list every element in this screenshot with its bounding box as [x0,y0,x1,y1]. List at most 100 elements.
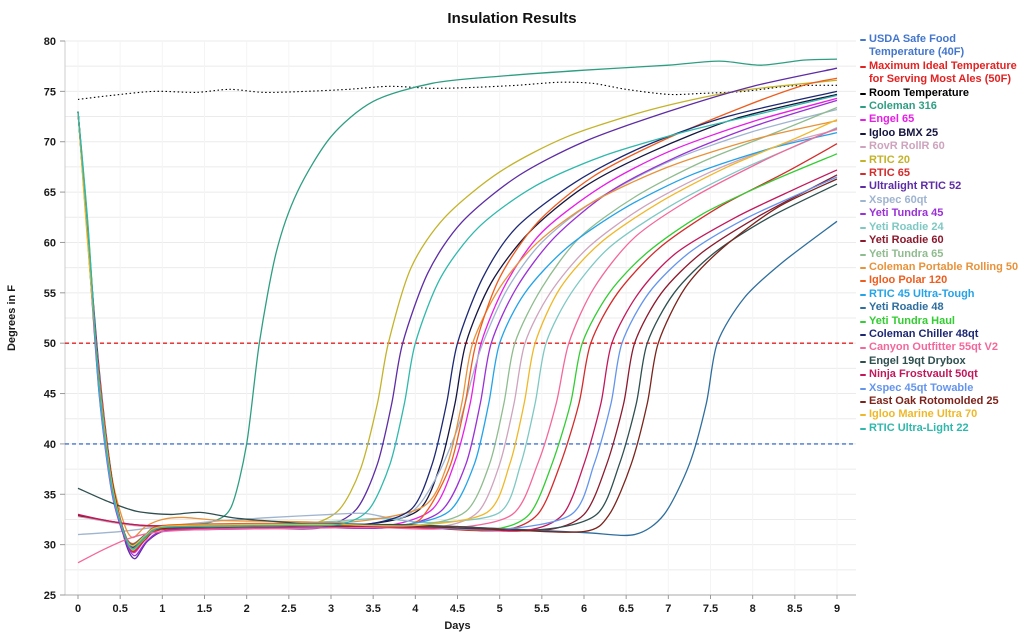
legend-label: Maximum Ideal Temperature for Serving Mo… [869,59,1017,86]
legend-line-swatch [860,266,866,269]
legend-line-swatch [860,293,866,296]
legend-line-swatch [860,226,866,229]
legend-line-swatch [860,119,866,122]
legend-item-coleman-chiller-48qt[interactable]: Coleman Chiller 48qt [860,328,1022,341]
legend-item-rtic-20[interactable]: RTIC 20 [860,154,1022,167]
legend-item-ninja-frostvault-50qt[interactable]: Ninja Frostvault 50qt [860,368,1022,381]
legend-item-yeti-tundra-45[interactable]: Yeti Tundra 45 [860,207,1022,220]
x-tick-label: 4.5 [450,603,465,615]
legend-line-swatch [860,307,866,310]
legend-label: RovR RollR 60 [869,140,945,153]
legend-label: Igloo Marine Ultra 70 [869,408,978,421]
legend-label: RTIC 65 [869,167,910,180]
legend-line-swatch [860,427,866,430]
legend-line-swatch [860,240,866,243]
x-tick-label: 3 [328,603,334,615]
legend-item-room-temperature[interactable]: Room Temperature [860,87,1022,100]
x-tick-label: 9 [834,603,840,615]
y-tick-label: 30 [44,540,56,552]
legend-line-swatch [860,400,866,403]
legend-item-igloo-marine-ultra-70[interactable]: Igloo Marine Ultra 70 [860,408,1022,421]
x-tick-label: 8.5 [787,603,802,615]
legend-label: Xspec 45qt Towable [869,381,974,394]
legend-item-yeti-tundra-65[interactable]: Yeti Tundra 65 [860,248,1022,261]
legend-line-swatch [860,374,866,377]
legend-item-yeti-roadie-48[interactable]: Yeti Roadie 48 [860,301,1022,314]
legend-item-xspec-60qt[interactable]: Xspec 60qt [860,194,1022,207]
legend-item-yeti-roadie-60[interactable]: Yeti Roadie 60 [860,234,1022,247]
legend-item-rtic-65[interactable]: RTIC 65 [860,167,1022,180]
x-axis-title: Days [444,620,470,632]
y-tick-label: 50 [44,338,56,350]
x-tick-label: 6 [581,603,587,615]
legend-line-swatch [860,159,866,162]
x-tick-label: 5.5 [534,603,549,615]
legend-label: USDA Safe Food Temperature (40F) [869,33,965,59]
legend-line-swatch [860,132,866,135]
series-line-rtic-ultra-light-22 [77,94,838,550]
legend-line-swatch [860,320,866,323]
legend-item-east-oak-rotomolded-25[interactable]: East Oak Rotomolded 25 [860,395,1022,408]
legend-item-maximum-ideal-temperature-for-serving-most-ales-50f-[interactable]: Maximum Ideal Temperature for Serving Mo… [860,60,1022,87]
legend-line-swatch [860,387,866,390]
legend-label: RTIC 45 Ultra-Tough [869,287,975,300]
x-tick-label: 2.5 [281,603,296,615]
y-tick-label: 55 [44,288,56,300]
legend-line-swatch [860,213,866,216]
legend-line-swatch [860,414,866,417]
y-tick-label: 60 [44,237,56,249]
legend-item-igloo-polar-120[interactable]: Igloo Polar 120 [860,274,1022,287]
legend-label: Ultralight RTIC 52 [869,180,962,193]
legend-line-swatch [860,333,866,336]
legend-item-rtic-ultra-light-22[interactable]: RTIC Ultra-Light 22 [860,422,1022,435]
x-tick-label: 6.5 [619,603,634,615]
legend-item-yeti-tundra-haul[interactable]: Yeti Tundra Haul [860,315,1022,328]
legend-label: Engel 65 [869,113,915,126]
legend-item-engel-19qt-drybox[interactable]: Engel 19qt Drybox [860,355,1022,368]
legend-label: Yeti Tundra Haul [869,314,955,327]
legend-item-coleman-316[interactable]: Coleman 316 [860,100,1022,113]
chart-title: Insulation Results [447,10,577,27]
legend-label: Canyon Outfitter 55qt V2 [869,341,998,354]
legend-item-canyon-outfitter-55qt-v2[interactable]: Canyon Outfitter 55qt V2 [860,341,1022,354]
legend-label: Room Temperature [869,86,970,99]
y-tick-label: 45 [44,389,56,401]
legend-item-usda-safe-food-temperature-40f-[interactable]: USDA Safe Food Temperature (40F) [860,33,1022,60]
legend-item-engel-65[interactable]: Engel 65 [860,113,1022,126]
legend-item-rovr-rollr-60[interactable]: RovR RollR 60 [860,140,1022,153]
legend-label: Yeti Tundra 45 [869,207,944,220]
legend-label: Yeti Tundra 65 [869,247,944,260]
legend-line-swatch [860,65,866,68]
legend-line-swatch [860,106,866,109]
legend-label: Coleman 316 [869,100,937,113]
x-tick-label: 5 [497,603,503,615]
y-tick-label: 70 [44,137,56,149]
x-tick-label: 2 [244,603,250,615]
x-tick-label: 3.5 [366,603,381,615]
x-tick-label: 4 [412,603,419,615]
x-tick-label: 7.5 [703,603,718,615]
legend-item-rtic-45-ultra-tough[interactable]: RTIC 45 Ultra-Tough [860,288,1022,301]
legend-line-swatch [860,92,866,95]
legend-line-swatch [860,39,866,41]
x-tick-label: 1 [159,603,165,615]
legend-item-yeti-roadie-24[interactable]: Yeti Roadie 24 [860,221,1022,234]
legend-item-coleman-portable-rolling-50[interactable]: Coleman Portable Rolling 50 [860,261,1022,274]
y-tick-label: 75 [44,86,56,98]
legend-label: Igloo Polar 120 [869,274,948,287]
y-tick-label: 80 [44,36,56,48]
legend-label: Yeti Roadie 60 [869,234,944,247]
legend-item-ultralight-rtic-52[interactable]: Ultralight RTIC 52 [860,180,1022,193]
legend-item-igloo-bmx-25[interactable]: Igloo BMX 25 [860,127,1022,140]
x-tick-label: 0 [75,603,81,615]
y-tick-label: 35 [44,489,56,501]
legend-line-swatch [860,146,866,149]
x-tick-label: 8 [750,603,756,615]
legend-label: East Oak Rotomolded 25 [869,394,999,407]
legend-item-xspec-45qt-towable[interactable]: Xspec 45qt Towable [860,382,1022,395]
series-line-canyon-outfitter-55qt-v2 [77,128,838,564]
legend-line-swatch [860,173,866,176]
legend-label: RTIC Ultra-Light 22 [869,421,969,434]
